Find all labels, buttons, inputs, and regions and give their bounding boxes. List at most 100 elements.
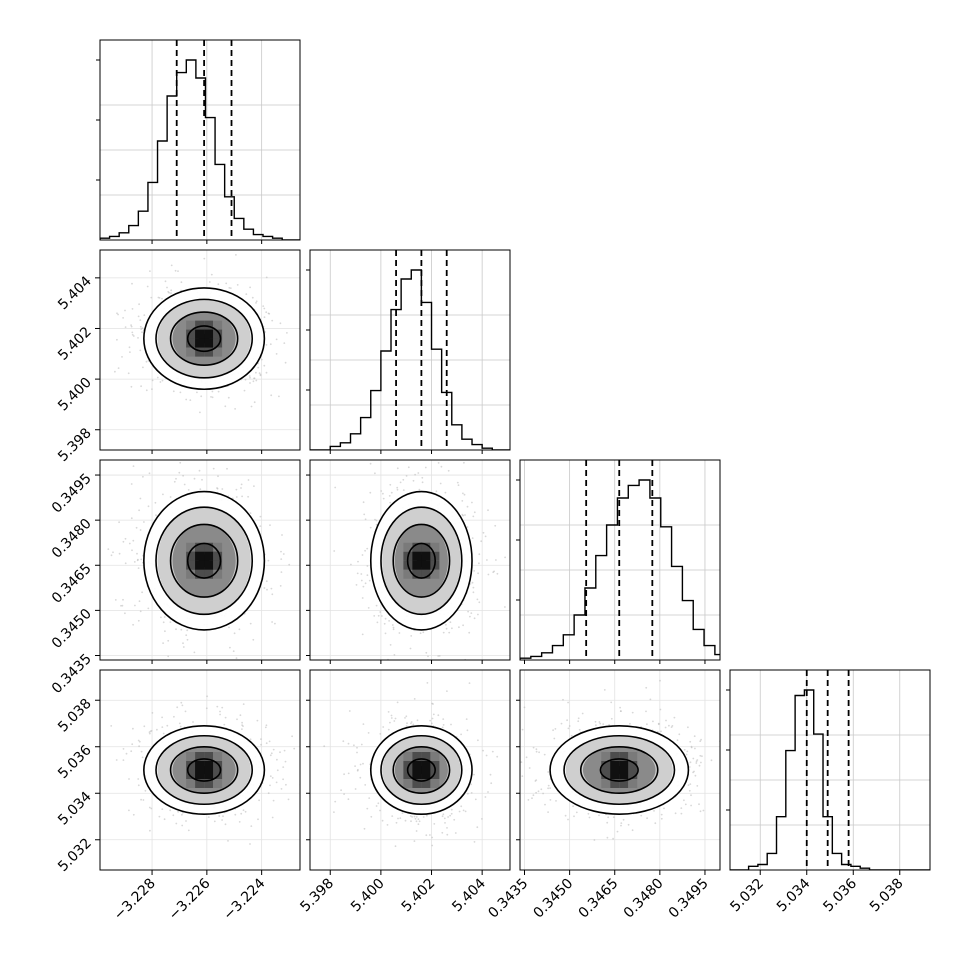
scatter-point [683,748,686,751]
scatter-point [364,549,366,552]
scatter-point [281,534,283,536]
scatter-point [471,537,474,539]
scatter-point [269,343,272,346]
scatter-point [274,622,276,625]
scatter-point [263,587,266,589]
scatter-point [489,773,492,776]
scatter-point [457,484,460,487]
density-cell [610,779,620,788]
scatter-point [523,706,526,709]
scatter-point [477,572,479,575]
scatter-point [451,627,453,630]
scatter-point [394,717,397,720]
density-cell [195,320,205,330]
density-cell [204,752,214,761]
scatter-point [456,481,459,484]
scatter-point [253,377,256,380]
scatter-point [376,621,379,624]
scatter-point [279,751,281,754]
contour-line [169,311,239,366]
scatter-point [136,559,139,562]
scatter-point [343,773,345,776]
scatter-point [265,724,268,727]
scatter-point [279,322,282,325]
scatter-point [164,280,167,283]
scatter-point [446,690,448,692]
scatter-point [212,467,215,470]
scatter-point [552,729,554,732]
scatter-point [387,711,390,713]
scatter-point [386,824,389,826]
density-cell [186,347,196,357]
scatter-point [397,817,399,820]
scatter-point [276,758,278,761]
density-cell [403,569,413,579]
scatter-point [710,759,713,762]
scatter-point [462,514,465,517]
scatter-point [122,759,125,761]
scatter-point [141,756,144,759]
scatter-point [396,701,399,704]
scatter-point [685,753,688,756]
scatter-point [137,567,140,569]
scatter-point [193,477,196,480]
scatter-point [183,483,186,486]
scatter-point [535,791,537,794]
density-content [100,250,300,450]
scatter-point [693,770,695,773]
scatter-point [181,824,184,827]
scatter-point [132,465,135,467]
histogram-step [520,479,720,660]
scatter-point [140,558,143,561]
density-cell [195,329,205,339]
scatter-point [138,509,141,512]
density-cell [421,761,431,770]
scatter-point [482,531,485,534]
scatter-point [132,539,135,542]
scatter-point [572,805,574,808]
scatter-point [486,559,488,561]
scatter-point [122,540,125,543]
scatter-point [531,797,533,800]
scatter-point [478,601,481,604]
scatter-point [170,264,173,267]
scatter-point [472,515,475,518]
scatter-point [554,728,557,730]
scatter-point [270,587,273,590]
density-cell [601,779,611,788]
scatter-point [142,475,144,478]
scatter-point [140,798,143,801]
scatter-point [279,585,282,587]
scatter-point [138,740,141,743]
y-tick-label: 5.032 [55,835,95,875]
scatter-point [360,743,363,746]
scatter-point [427,655,429,658]
scatter-point [116,338,118,341]
scatter-point [161,379,164,382]
scatter-point [231,454,233,456]
scatter-point [421,476,424,479]
contour-line [380,506,463,616]
scatter-point [473,570,476,572]
density-cell [628,779,638,788]
scatter-point [699,754,702,757]
scatter-point [179,461,182,464]
scatter-point [148,472,151,475]
scatter-point [409,815,412,817]
scatter-point [369,462,372,465]
scatter-point [547,787,549,790]
scatter-point [478,562,480,565]
scatter-point [143,521,145,523]
scatter-point [139,529,142,531]
scatter-point [137,778,140,780]
scatter-point [362,723,365,725]
scatter-point [185,820,187,822]
contour-line [549,725,690,815]
scatter-point [573,815,575,818]
scatter-point [357,560,359,563]
scatter-point [282,778,284,781]
density-cell [213,752,223,761]
scatter-point [131,549,133,552]
density-cell [186,752,196,761]
scatter-point [149,270,151,272]
